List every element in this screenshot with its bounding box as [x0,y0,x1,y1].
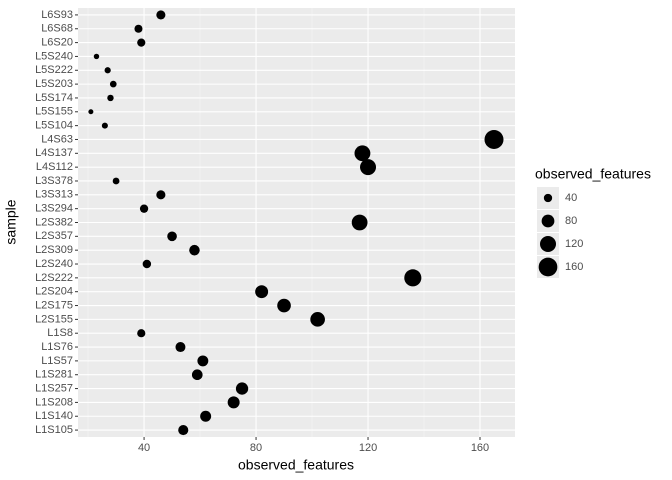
y-tick-label: L5S222 [35,64,73,76]
legend-point [543,193,553,203]
point [137,329,146,338]
point [137,38,146,47]
point [178,425,189,436]
y-tick-label: L5S174 [35,92,73,104]
point [360,159,377,176]
y-tick-label: L5S155 [35,106,73,118]
legend-label: 80 [565,215,577,227]
y-tick-label: L1S105 [35,424,73,436]
point [104,67,111,74]
point [404,269,422,287]
point [156,10,166,20]
point [200,410,212,422]
point [139,204,149,213]
y-axis-title: sample [3,199,19,244]
point [88,109,94,115]
y-tick-label: L1S208 [35,396,73,408]
point [167,231,177,242]
point [227,396,240,409]
legend-point [541,214,555,228]
legend-point [538,257,558,277]
y-tick-label: L2S382 [35,216,73,228]
y-tick-label: L3S378 [35,175,73,187]
y-tick-label: L1S140 [35,410,73,422]
legend-label: 120 [565,238,583,250]
y-tick-label: L5S240 [35,50,73,62]
y-tick-label: L4S63 [41,133,73,145]
point [156,190,166,200]
y-tick-label: L6S93 [41,9,73,21]
x-tick-label: 40 [138,442,150,454]
y-tick-label: L1S57 [41,355,73,367]
y-tick-label: L2S204 [35,286,73,298]
y-tick-label: L4S112 [36,161,73,173]
y-tick-label: L3S294 [35,203,73,215]
point [310,312,325,327]
y-tick-label: L1S281 [35,369,73,381]
point [277,298,291,313]
y-tick-label: L3S313 [35,189,73,201]
point [112,177,120,185]
y-tick-label: L5S203 [35,78,73,90]
x-tick-label: 160 [471,442,489,454]
y-tick-label: L5S104 [35,120,73,132]
y-tick-label: L2S175 [35,299,73,311]
x-axis-title: observed_features [238,457,354,473]
y-tick-label: L2S222 [35,272,73,284]
x-tick-label: 120 [359,442,377,454]
y-tick-label: L2S357 [35,230,73,242]
point [235,382,249,395]
point [354,145,371,162]
point [255,285,269,299]
legend-label: 40 [565,192,577,204]
point [484,129,504,149]
y-tick-label: L6S20 [41,37,73,49]
legend-point [540,236,556,252]
point [142,259,152,269]
point [351,214,368,231]
y-tick-label: L6S68 [41,23,73,35]
point [101,122,108,129]
x-tick-label: 80 [250,442,262,454]
legend-label: 160 [565,261,583,273]
point [189,244,200,256]
legend-title: observed_features [535,166,651,182]
y-tick-label: L2S240 [35,258,73,270]
point [109,80,117,88]
point [197,355,209,367]
y-tick-label: L4S137 [35,147,73,159]
y-tick-label: L1S257 [35,382,73,394]
point [175,342,186,353]
y-tick-label: L1S8 [47,327,73,339]
point [93,53,100,60]
y-tick-label: L2S309 [35,244,73,256]
y-tick-label: L2S155 [35,313,73,325]
y-tick-label: L1S76 [41,341,73,353]
point [107,94,114,102]
point [191,369,203,381]
point [134,24,143,33]
